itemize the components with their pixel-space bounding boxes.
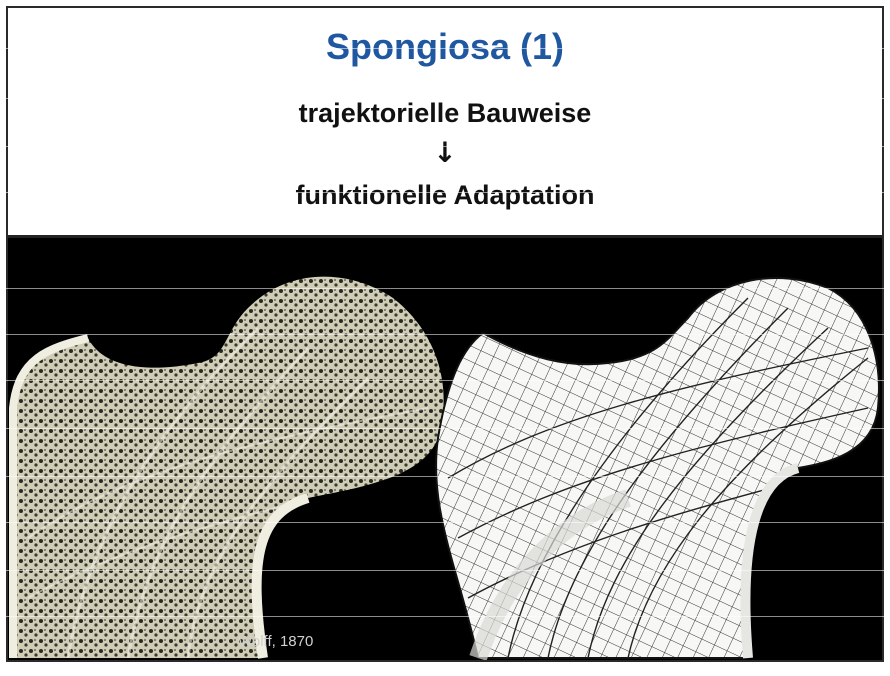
bone-photo-icon [9, 276, 444, 659]
figure-svg [9, 276, 880, 660]
subtitle-line-2: funktionelle Adaptation [295, 180, 595, 210]
subtitle-line-1: trajektorielle Bauweise [298, 98, 592, 128]
image-credit: Wolff, 1870 [238, 633, 314, 650]
slide-title: Spongiosa (1) [325, 26, 564, 67]
figure-area: Wolff, 1870 [8, 238, 882, 660]
down-arrow-icon: ↓ [433, 136, 457, 169]
slide-header: Spongiosa (1) trajektorielle Bauweise ↓ … [8, 8, 882, 238]
trajectory-drawing-icon [435, 277, 880, 660]
slide: Spongiosa (1) trajektorielle Bauweise ↓ … [6, 6, 884, 662]
